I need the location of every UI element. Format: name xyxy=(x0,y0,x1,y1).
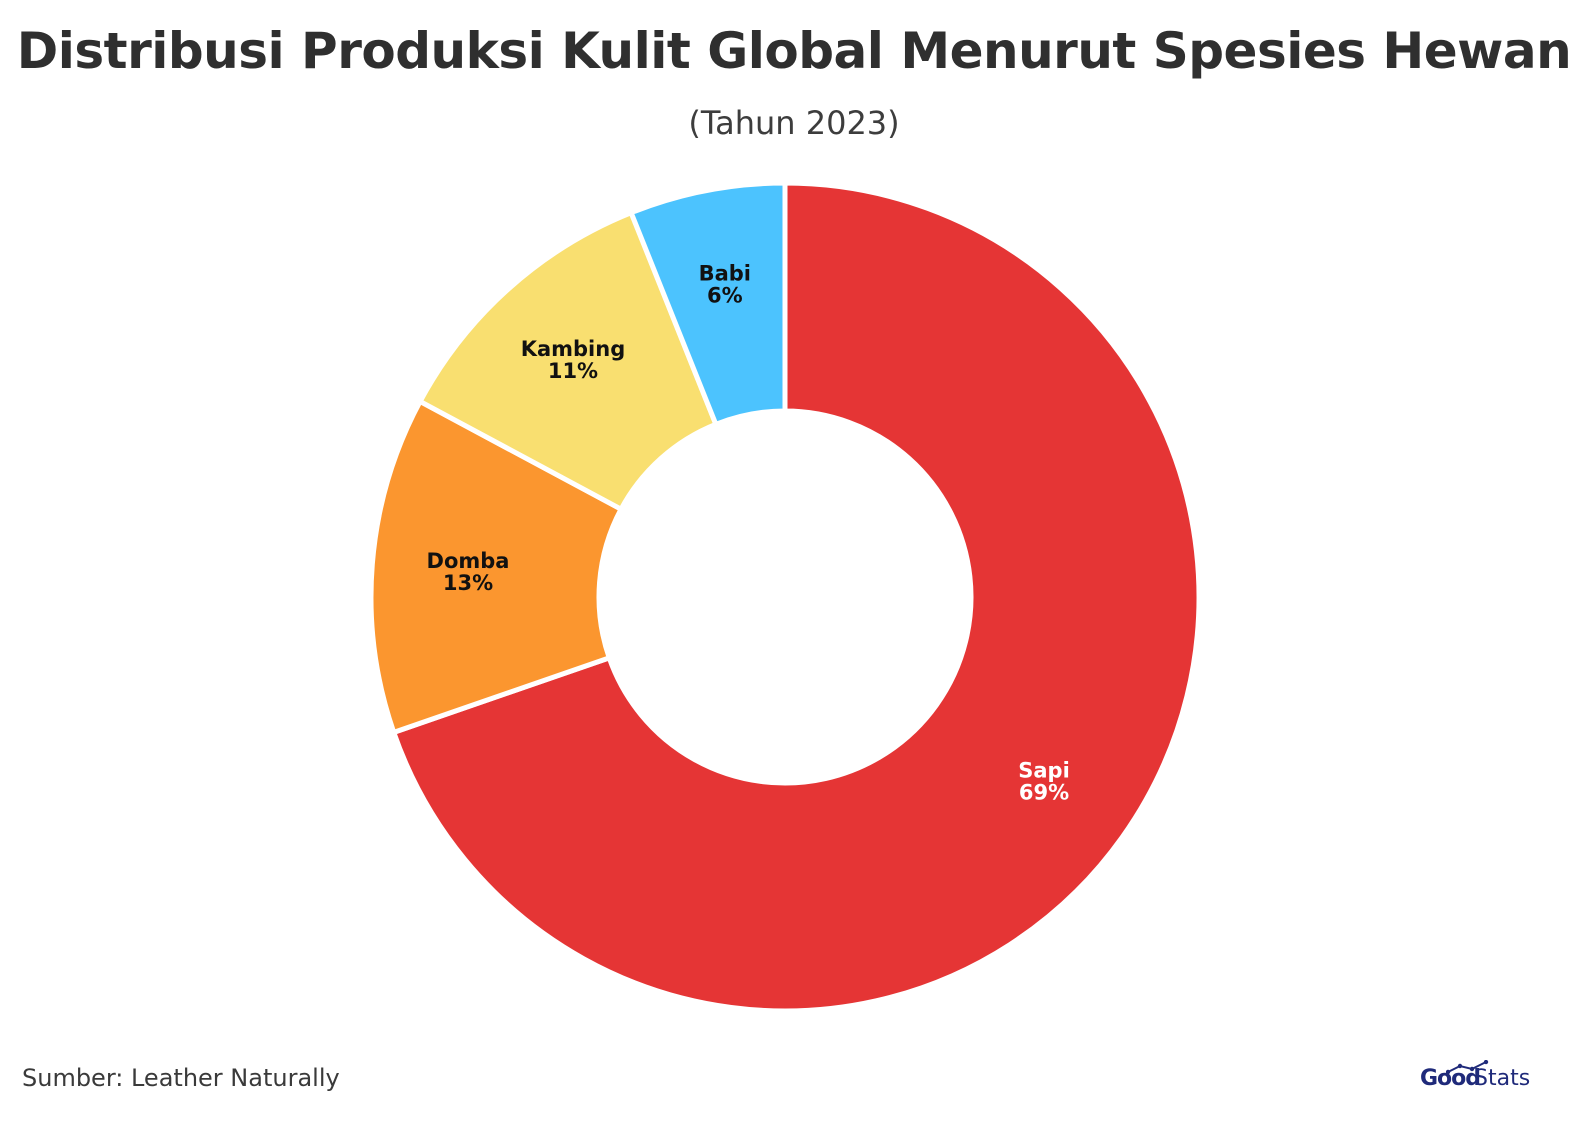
slice-label-domba: Domba xyxy=(427,549,510,573)
chart-subtitle: (Tahun 2023) xyxy=(688,104,900,142)
slice-label-kambing: Kambing xyxy=(521,337,626,361)
slice-value-sapi: 69% xyxy=(1019,780,1069,804)
logo-text-stats: Stats xyxy=(1474,1066,1531,1091)
slice-kambing xyxy=(417,210,719,512)
donut-slices xyxy=(368,180,1202,1014)
logo-chart-icon xyxy=(1446,1060,1489,1074)
goodstats-logo: Good Stats xyxy=(1420,1060,1560,1096)
slice-label-babi: Babi xyxy=(699,262,751,286)
slice-label-sapi: Sapi xyxy=(1018,758,1070,782)
chart-title: Distribusi Produksi Kulit Global Menurut… xyxy=(16,22,1572,80)
slice-value-kambing: 11% xyxy=(548,359,598,383)
slice-domba xyxy=(368,398,624,735)
slice-value-domba: 13% xyxy=(443,571,493,595)
logo-text-good: Good xyxy=(1420,1066,1481,1091)
slice-sapi xyxy=(391,180,1202,1014)
slice-babi xyxy=(628,180,788,427)
source-note: Sumber: Leather Naturally xyxy=(22,1064,340,1092)
slice-value-babi: 6% xyxy=(707,284,743,308)
